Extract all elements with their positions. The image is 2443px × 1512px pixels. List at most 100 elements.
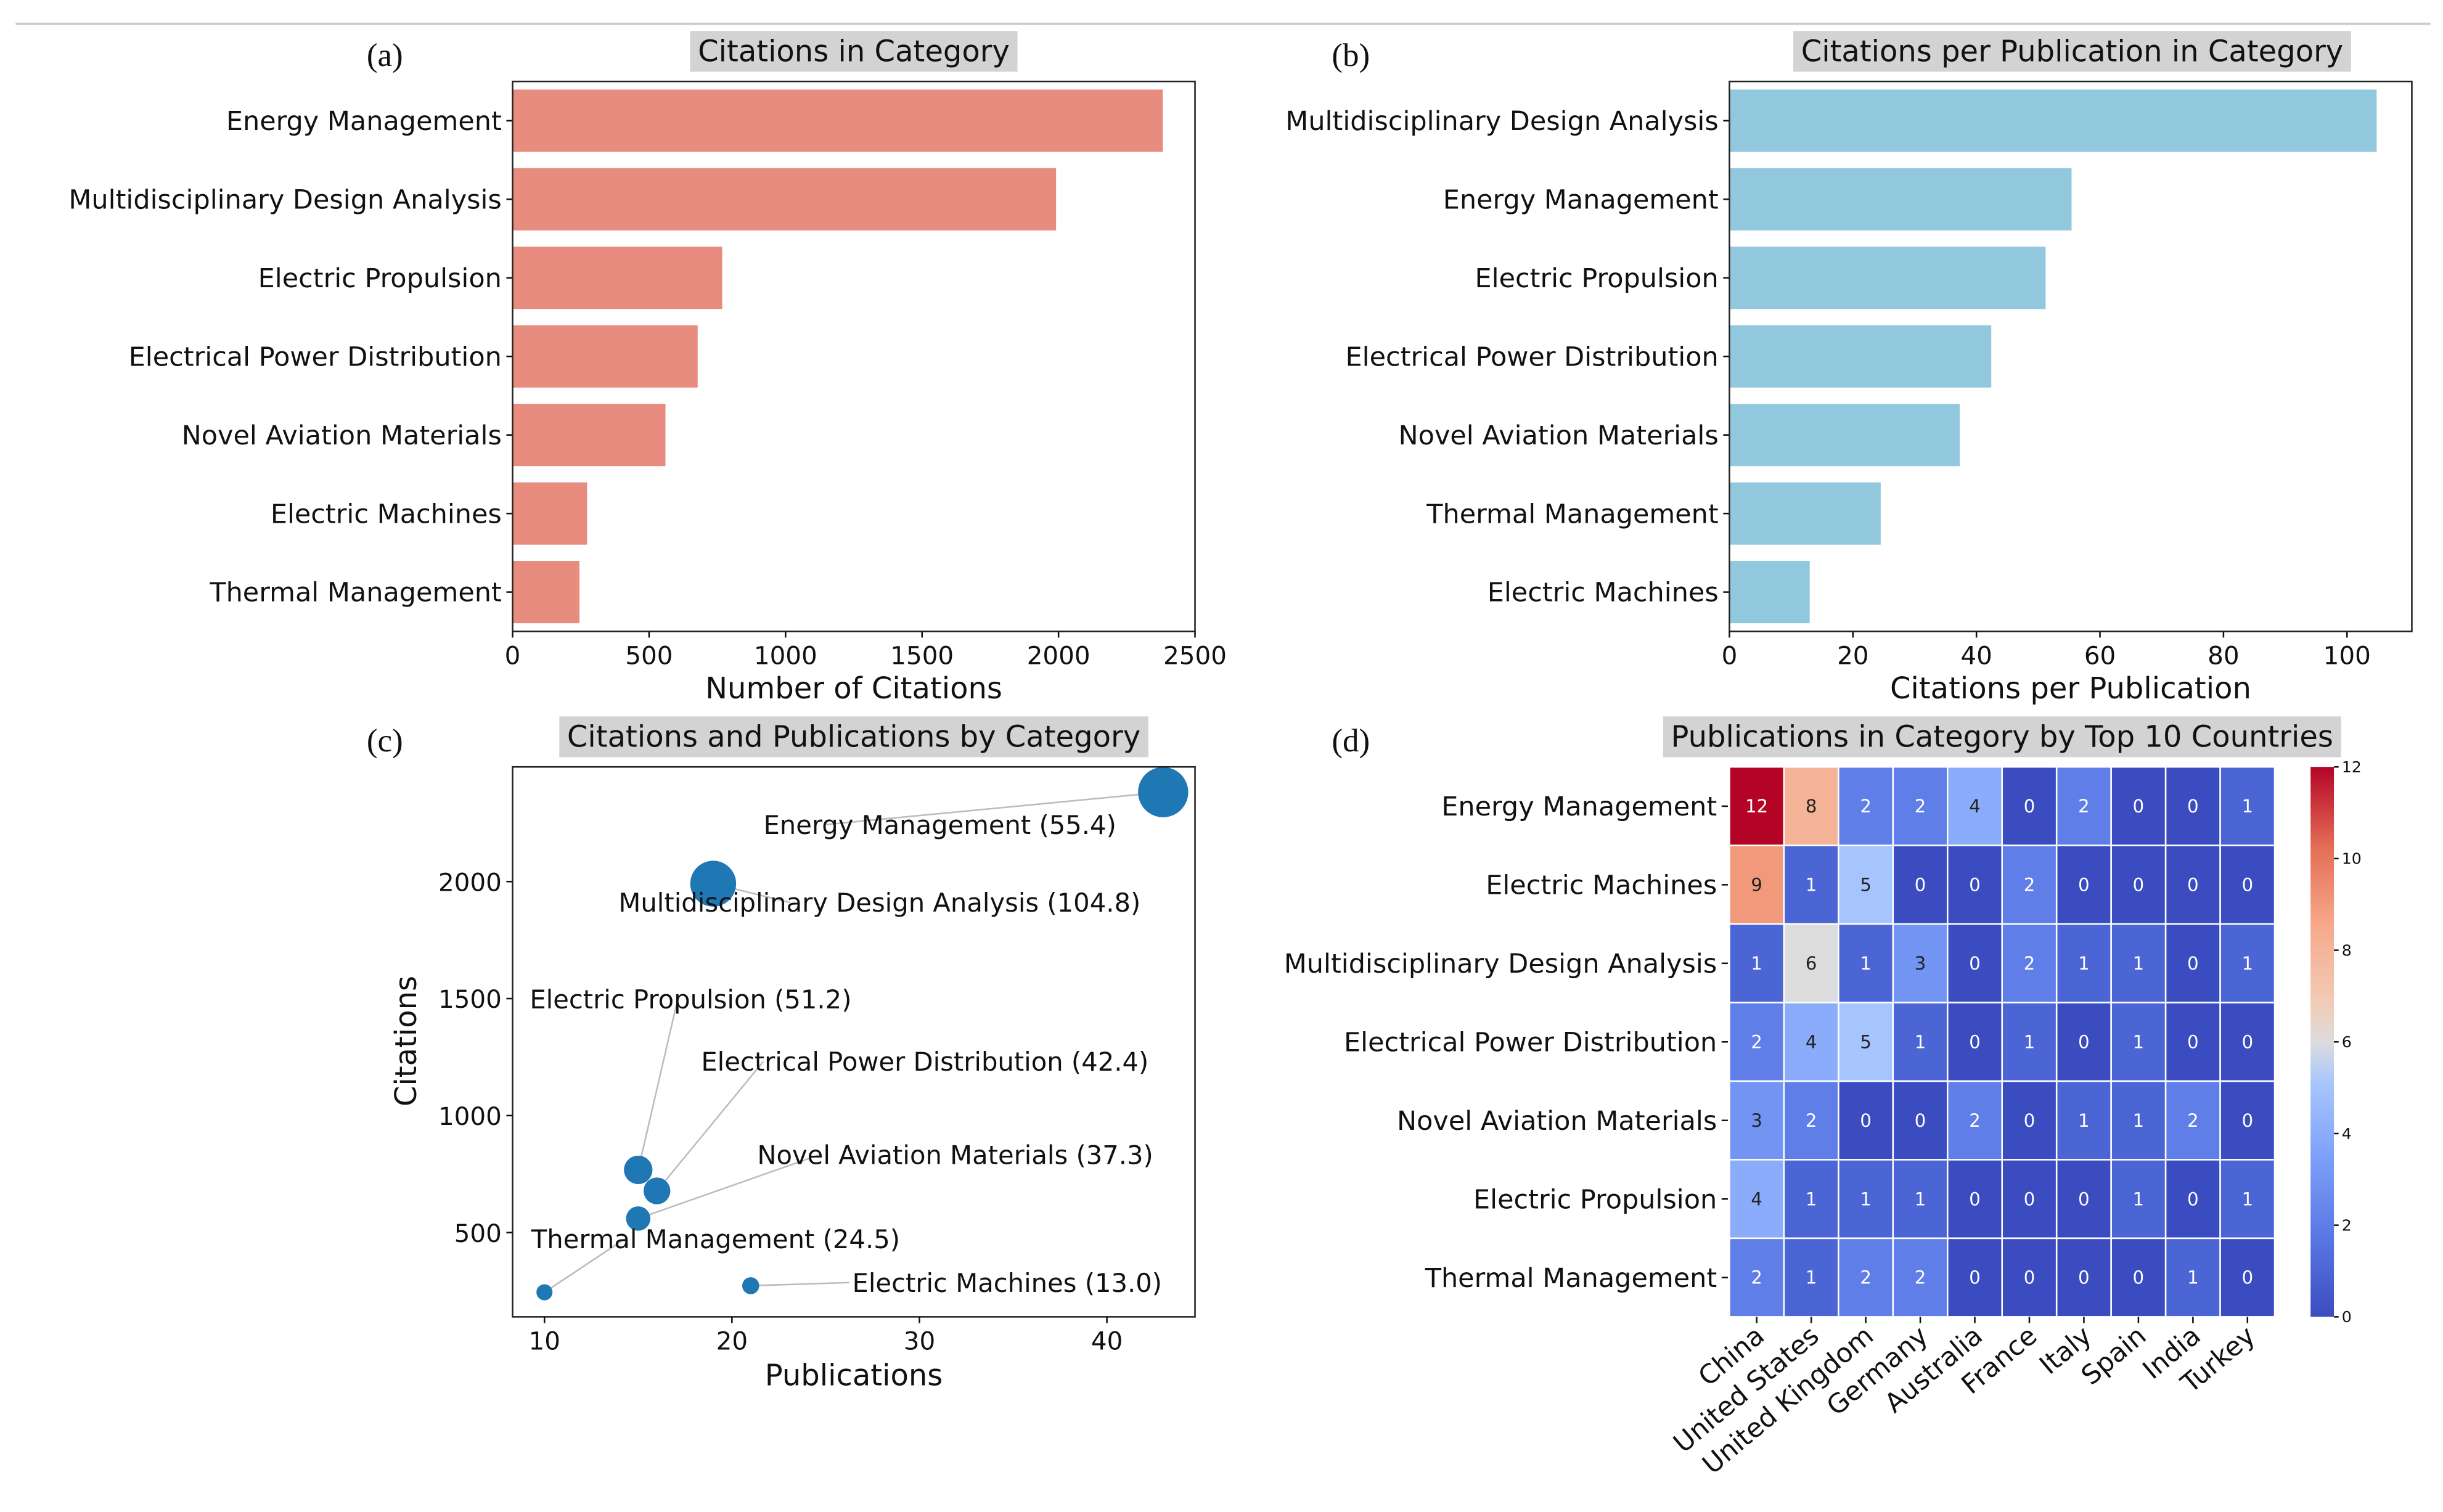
axes-frame (1729, 80, 2413, 632)
heatmap-cell (1947, 1159, 2003, 1240)
cell-value: 1 (2024, 1031, 2035, 1052)
y-tick-label: Energy Management (226, 106, 502, 137)
heatmap-cell (2055, 766, 2112, 846)
heatmap-cell (2055, 923, 2112, 1003)
heatmap-cell (1729, 1237, 1785, 1318)
heatmap-cell (2055, 1002, 2112, 1082)
cell-value: 1 (1806, 1188, 1817, 1209)
cell-value: 0 (1915, 874, 1926, 895)
panel-label: (a) (367, 38, 403, 73)
y-tick-label: Energy Management (1443, 184, 1719, 215)
cell-value: 1 (1915, 1188, 1926, 1209)
heatmap-cell (2219, 1237, 2276, 1318)
x-tick-label: 0 (505, 640, 521, 670)
bar (512, 561, 580, 624)
bar (1729, 404, 1960, 467)
heatmap-cell (1783, 1159, 1839, 1240)
y-tick-label: Electric Machines (1487, 578, 1719, 608)
cell-value: 2 (2078, 796, 2089, 817)
panel-label: (c) (367, 723, 403, 759)
x-tick-label: 40 (1091, 1326, 1123, 1355)
bar (512, 89, 1163, 152)
chart-title: Citations in Category (698, 34, 1010, 68)
cell-value: 0 (1915, 1110, 1926, 1131)
y-tick-label: Electric Propulsion (1475, 263, 1719, 294)
heatmap-cell (2219, 1159, 2276, 1240)
heatmap-cell (1783, 1237, 1839, 1318)
cell-value: 2 (1915, 796, 1926, 817)
heatmap-cell (1783, 844, 1839, 925)
cell-value: 0 (2242, 874, 2253, 895)
cell-value: 4 (1969, 796, 1980, 817)
title-background (1663, 716, 2341, 758)
cell-value: 9 (1751, 874, 1762, 895)
y-tick-label: 1000 (438, 1101, 502, 1131)
cell-value: 0 (2024, 1188, 2035, 1209)
x-tick-label: 0 (1722, 640, 1738, 670)
y-tick-label: 1500 (438, 984, 502, 1014)
title-background (690, 31, 1018, 72)
cell-value: 1 (1806, 1267, 1817, 1288)
bar (1729, 482, 1881, 545)
cell-value: 0 (2078, 1188, 2089, 1209)
y-tick-label: Novel Aviation Materials (1399, 420, 1719, 451)
bubble (624, 1155, 653, 1185)
x-tick-label: 60 (2084, 640, 2116, 670)
cell-value: 4 (1751, 1188, 1762, 1209)
heatmap-cell (1892, 1159, 1949, 1240)
chart-title: Citations and Publications by Category (567, 719, 1140, 754)
x-tick-label: 100 (2323, 640, 2371, 670)
cell-value: 1 (2078, 953, 2089, 974)
cell-value: 2 (2024, 874, 2035, 895)
cell-value: 0 (1969, 1188, 1980, 1209)
bubble (1138, 767, 1189, 817)
row-label: Energy Management (1441, 791, 1717, 822)
heatmap-cell (1783, 766, 1839, 846)
title-background (559, 716, 1148, 758)
heatmap-cell (2001, 1002, 2058, 1082)
cell-value: 5 (1860, 1031, 1871, 1052)
cell-value: 0 (1860, 1110, 1871, 1131)
y-tick-label: Electric Machines (271, 499, 502, 529)
heatmap-cell (2110, 1159, 2167, 1240)
colorbar-tick-label: 2 (2342, 1217, 2352, 1235)
cell-value: 0 (2187, 874, 2198, 895)
annotation-leader-line (544, 1238, 626, 1293)
cell-value: 3 (1915, 953, 1926, 974)
cell-value: 0 (2024, 1110, 2035, 1131)
cell-value: 2 (1915, 1267, 1926, 1288)
bar (1729, 168, 2072, 231)
y-tick-label: Thermal Management (1426, 499, 1719, 529)
annotation-leader-line (750, 1281, 849, 1287)
heatmap-cell (2001, 844, 2058, 925)
axes-frame (512, 766, 1196, 1318)
cell-value: 0 (1969, 953, 1980, 974)
panel-a: (a) Citations in Category Energy Managemen… (68, 31, 1227, 706)
heatmap-cell (1892, 1080, 1949, 1161)
cell-value: 0 (1969, 874, 1980, 895)
x-tick-label: 2500 (1163, 640, 1227, 670)
axes-frame (512, 80, 1196, 632)
cell-value: 2 (2187, 1110, 2198, 1131)
row-label: Thermal Management (1425, 1263, 1717, 1294)
heatmap-cell (1838, 1237, 1894, 1318)
x-axis-label: Publications (765, 1359, 943, 1393)
heatmap-cell (1729, 1080, 1785, 1161)
heatmap-cell (1783, 1002, 1839, 1082)
heatmap-cell (2110, 1080, 2167, 1161)
x-tick-label: 500 (625, 640, 673, 670)
x-axis-label: Citations per Publication (1890, 671, 2251, 706)
cell-value: 12 (1745, 796, 1768, 817)
annotation-leader-line (825, 791, 1163, 825)
cell-value: 1 (1860, 953, 1871, 974)
title-background (1793, 31, 2351, 72)
y-tick-label: 2000 (438, 867, 502, 897)
heatmap-cell (1729, 1159, 1785, 1240)
cell-value: 8 (1806, 796, 1817, 817)
cell-value: 2 (2024, 953, 2035, 974)
cell-value: 0 (2024, 1267, 2035, 1288)
heatmap-cell (1947, 1080, 2003, 1161)
bubble-label: Electric Propulsion (51.2) (530, 984, 851, 1015)
y-tick-label: Novel Aviation Materials (182, 420, 502, 451)
